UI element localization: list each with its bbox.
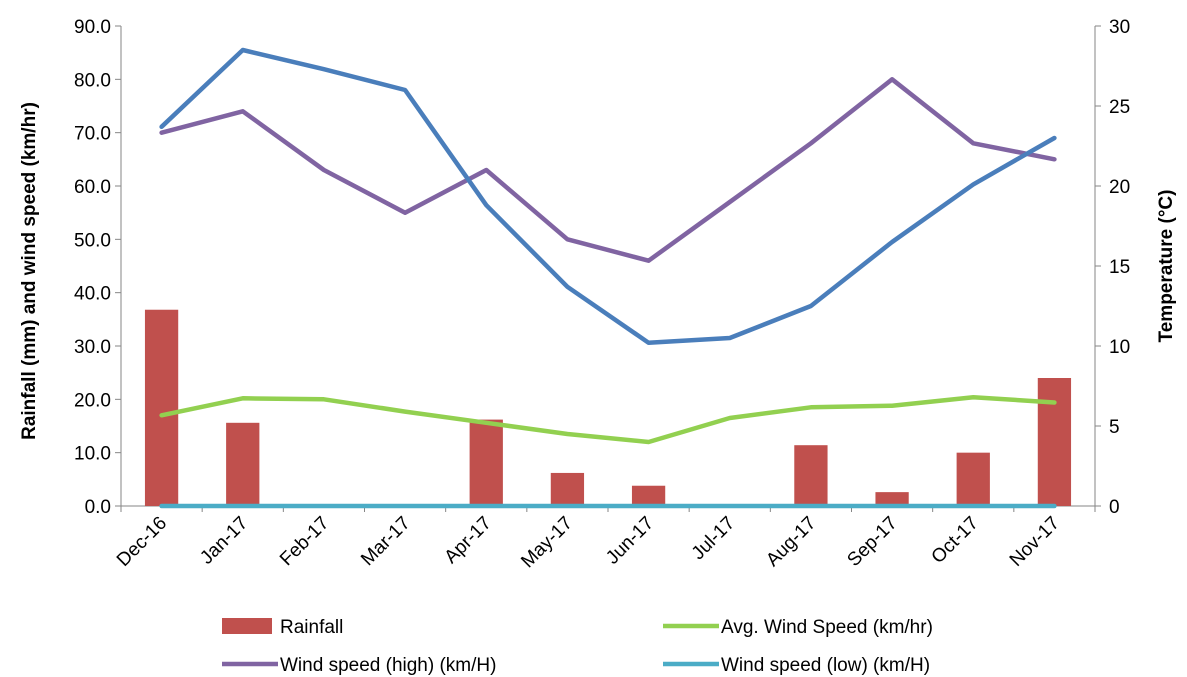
x-category-label: Jan-17 xyxy=(196,513,252,569)
wind-speed-high-km-h-line xyxy=(159,77,1057,263)
rainfall-bar xyxy=(550,472,585,506)
legend-label: Wind speed (high) (km/H) xyxy=(280,655,496,676)
temperature-line xyxy=(159,47,1057,346)
x-category-label: Sep-17 xyxy=(843,513,901,571)
left-tick-label: 80.0 xyxy=(74,70,111,91)
left-tick-label: 40.0 xyxy=(74,284,111,305)
x-category-label: May-17 xyxy=(517,513,577,573)
left-tick-label: 90.0 xyxy=(74,17,111,38)
right-tick-label: 0 xyxy=(1109,497,1120,518)
x-category-label: Feb-17 xyxy=(276,513,333,570)
right-tick-label: 30 xyxy=(1109,17,1130,38)
right-axis-title: Temperature (°C) xyxy=(1156,190,1177,343)
lines-group xyxy=(159,47,1057,509)
x-category-label: Mar-17 xyxy=(357,513,414,570)
left-tick-label: 60.0 xyxy=(74,177,111,198)
rainfall-bar xyxy=(875,492,909,506)
left-axis-title: Rainfall (mm) and wind speed (km/hr) xyxy=(19,102,40,440)
left-tick-label: 0.0 xyxy=(85,497,111,518)
x-category-label: Jun-17 xyxy=(602,513,658,569)
x-category-label: Apr-17 xyxy=(441,513,496,568)
legend-group: Rainfall Avg. Wind Speed (km/hr) Wind spee… xyxy=(222,617,933,676)
left-tick-label: 20.0 xyxy=(74,390,111,411)
rainfall-bar xyxy=(469,419,503,506)
bars-group xyxy=(144,309,1072,506)
rainfall-bar xyxy=(226,422,260,506)
avg-wind-speed-km-hr-line xyxy=(159,394,1057,445)
x-category-label: Aug-17 xyxy=(762,513,820,571)
left-tick-label: 10.0 xyxy=(74,444,111,465)
legend-label: Wind speed (low) (km/H) xyxy=(721,655,930,676)
left-tick-label: 30.0 xyxy=(74,337,111,358)
x-category-label: Jul-17 xyxy=(688,513,739,564)
x-category-label: Oct-17 xyxy=(928,513,983,568)
rainfall-bar xyxy=(631,485,666,506)
left-tick-label: 50.0 xyxy=(74,230,111,251)
right-tick-label: 20 xyxy=(1109,177,1130,198)
legend-label: Rainfall xyxy=(280,617,343,638)
rainfall-bar xyxy=(1037,378,1072,506)
legend-swatch-bar xyxy=(222,618,272,634)
rainfall-bar xyxy=(144,309,179,506)
right-tick-label: 25 xyxy=(1109,97,1130,118)
rainfall-bar xyxy=(794,445,828,506)
right-tick-label: 15 xyxy=(1109,257,1130,278)
x-category-label: Dec-16 xyxy=(113,513,171,571)
x-category-label: Nov-17 xyxy=(1006,513,1064,571)
right-tick-label: 10 xyxy=(1109,337,1130,358)
legend-label: Avg. Wind Speed (km/hr) xyxy=(721,617,933,638)
rainfall-bar xyxy=(956,452,990,506)
left-tick-label: 70.0 xyxy=(74,124,111,145)
right-tick-label: 5 xyxy=(1109,417,1120,438)
